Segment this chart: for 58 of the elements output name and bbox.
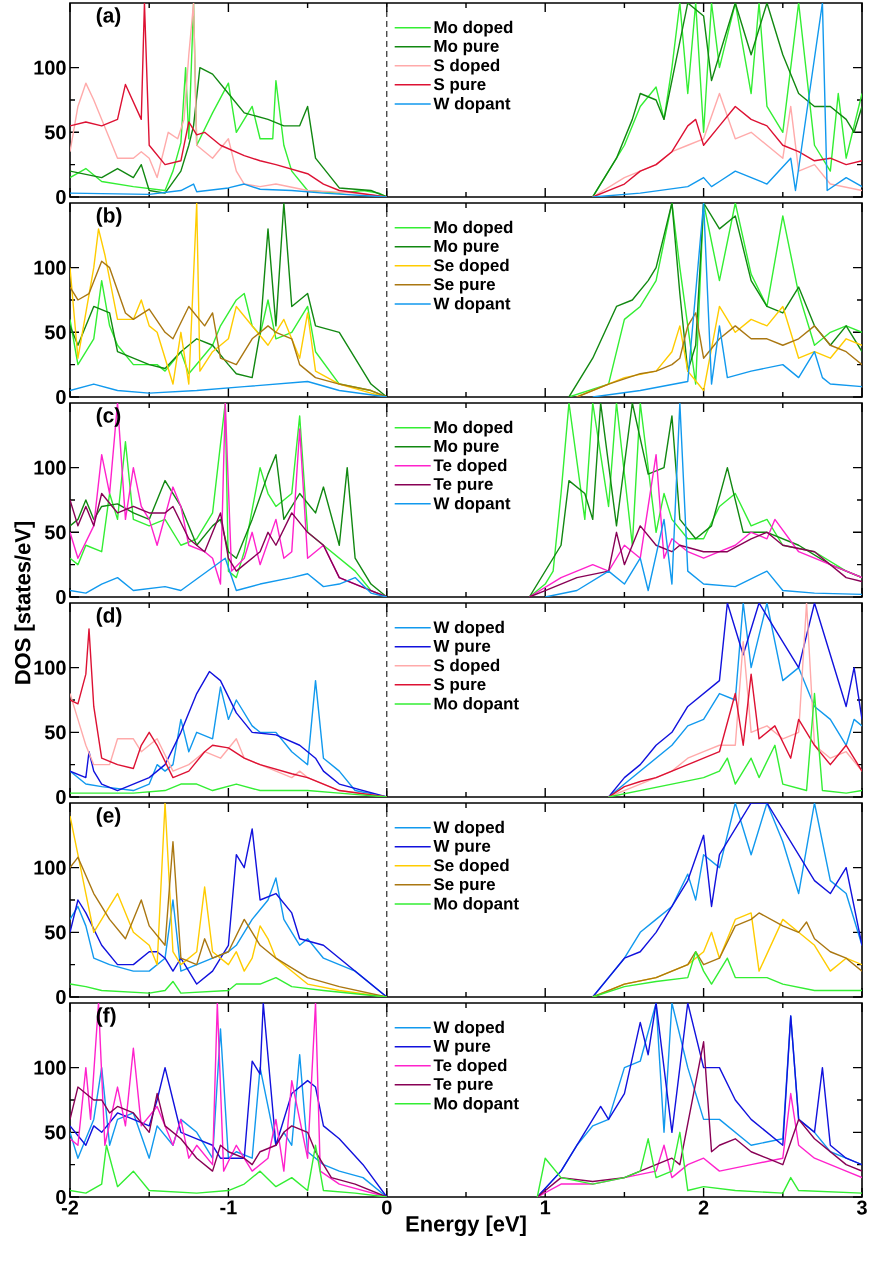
legend-label: W dopant — [433, 297, 511, 313]
chart-title: (d) — [96, 607, 122, 627]
legend-label: Mo dopant — [434, 1096, 519, 1113]
legend-label: Mo pure — [434, 440, 499, 456]
legend-label: S pure — [433, 678, 486, 694]
legend-label: W dopant — [433, 97, 511, 113]
legend-label: Se pure — [433, 278, 495, 294]
legend-label: S pure — [433, 78, 486, 94]
y-tick-label: 50 — [44, 925, 66, 940]
legend-label: W pure — [433, 640, 491, 656]
legend-label: S doped — [433, 58, 500, 75]
x-tick-label: -1 — [220, 1200, 237, 1215]
y-tick-label: 100 — [34, 1060, 66, 1075]
legend-label: W doped — [433, 1020, 504, 1037]
legend-label: W pure — [433, 840, 491, 856]
y-axis-title: DOS [states/eV] — [14, 522, 35, 684]
y-tick-label: 50 — [44, 525, 66, 540]
y-tick-label: 50 — [44, 725, 66, 740]
y-tick-label: 100 — [34, 60, 66, 75]
y-tick-label: 100 — [34, 860, 66, 875]
legend-label: Mo doped — [434, 220, 513, 237]
legend-label: W pure — [433, 1040, 491, 1056]
legend-label: Se pure — [433, 878, 495, 894]
legend-label: Mo pure — [434, 240, 499, 256]
legend-label: Mo dopant — [434, 697, 519, 713]
y-tick-label: 0 — [56, 189, 66, 205]
y-tick-label: 0 — [56, 389, 66, 405]
legend-label: Se doped — [433, 858, 509, 875]
legend-label: Se doped — [433, 258, 509, 275]
legend-label: W doped — [433, 620, 504, 637]
x-tick-label: 1 — [540, 1200, 551, 1215]
x-axis-title: Energy [eV] — [406, 1215, 526, 1237]
x-tick-label: 0 — [382, 1200, 392, 1215]
y-tick-label: 50 — [44, 1125, 66, 1140]
y-tick-label: 50 — [44, 325, 66, 340]
y-tick-label: 0 — [56, 989, 66, 1005]
x-tick-label: 3 — [856, 1200, 867, 1215]
legend-label: Te doped — [433, 458, 507, 475]
legend-label: Te doped — [433, 1058, 507, 1075]
y-tick-label: 0 — [56, 789, 66, 805]
legend-label: Te pure — [433, 478, 493, 494]
y-tick-label: 100 — [34, 460, 66, 475]
chart-title: (a) — [96, 7, 121, 27]
legend-label: Te pure — [433, 1078, 493, 1094]
legend-label: W doped — [433, 820, 504, 837]
legend-label: W dopant — [433, 496, 511, 513]
legend-label: S doped — [433, 658, 500, 675]
legend-label: Mo doped — [434, 20, 513, 37]
y-tick-label: 100 — [34, 260, 66, 275]
chart-title: (e) — [96, 807, 121, 827]
legend-label: Mo doped — [434, 420, 513, 437]
y-tick-label: 50 — [44, 125, 66, 140]
y-tick-label: 0 — [56, 589, 66, 605]
x-tick-label: 2 — [698, 1200, 709, 1215]
y-tick-label: 100 — [34, 660, 66, 675]
legend-label: Mo pure — [434, 40, 499, 56]
chart-title: (b) — [96, 207, 122, 227]
legend-label: Mo dopant — [434, 897, 519, 913]
